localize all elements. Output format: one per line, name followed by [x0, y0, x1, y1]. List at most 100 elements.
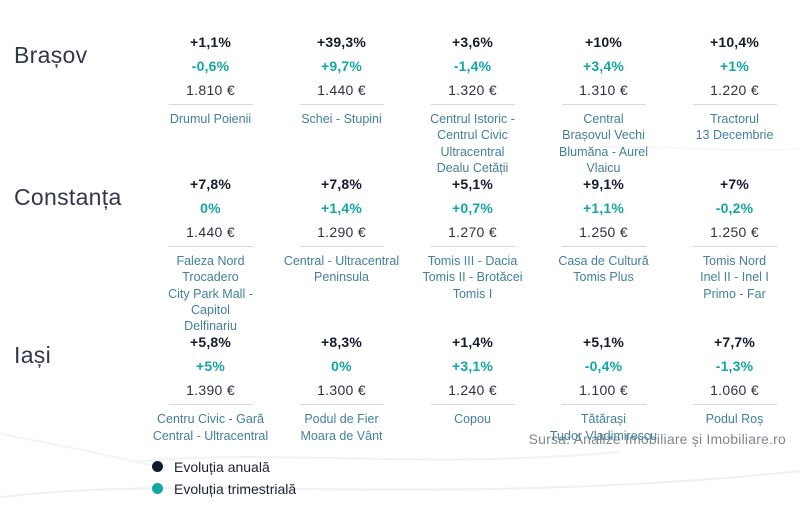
- price-per-sqm: 1.310 €: [579, 82, 628, 98]
- city-row-iasi: Iași +5,8% +5% 1.390 € Centru Civic - Ga…: [0, 334, 800, 444]
- city-label: Iași: [14, 342, 51, 369]
- divider: [299, 104, 384, 105]
- divider: [692, 104, 777, 105]
- quarterly-change: +3,4%: [582, 58, 625, 74]
- zone-names: Central - Ultracentral Peninsula: [283, 254, 400, 285]
- quarterly-change: -1,3%: [715, 358, 754, 375]
- price-per-sqm: 1.060 €: [710, 382, 759, 399]
- price-per-sqm: 1.440 €: [186, 224, 235, 240]
- zone-names: Schei - Stupini: [301, 112, 382, 126]
- zone-cell: +1,4% +3,1% 1.240 € Copou: [407, 334, 538, 427]
- zone-names: Tătărași Tudor Vladimirescu: [549, 412, 658, 443]
- city-row-constanta: Constanța +7,8% 0% 1.440 € Faleza Nord T…: [0, 176, 800, 334]
- divider: [430, 104, 515, 105]
- zone-names: Tomis Nord Inel II - Inel I Primo - Far: [700, 254, 769, 301]
- quarterly-change: 0%: [200, 200, 221, 216]
- annual-change: +7,8%: [320, 176, 363, 192]
- divider: [299, 246, 384, 247]
- quarterly-dot-icon: [152, 483, 163, 495]
- zone-cell: +10% +3,4% 1.310 € Central Brașovul Vech…: [538, 34, 669, 176]
- divider: [430, 246, 515, 247]
- zone-cell: +7,8% +1,4% 1.290 € Central - Ultracentr…: [276, 176, 407, 286]
- quarterly-change: +5%: [195, 358, 225, 375]
- zone-cell: +5,8% +5% 1.390 € Centru Civic - Gară Ce…: [145, 334, 276, 444]
- annual-change: +5,8%: [189, 334, 232, 351]
- city-label: Constanța: [14, 184, 122, 210]
- quarterly-change: -0,2%: [715, 200, 754, 216]
- quarterly-change: +1,4%: [320, 200, 363, 216]
- quarterly-change: +3,1%: [451, 358, 494, 375]
- price-per-sqm: 1.240 €: [448, 382, 497, 399]
- divider: [692, 246, 777, 247]
- annual-change: +7%: [719, 176, 749, 192]
- annual-change: +7,8%: [189, 176, 232, 192]
- quarterly-change: +1,1%: [582, 200, 625, 216]
- legend-label-quarterly: Evoluția trimestrială: [174, 480, 297, 497]
- zone-names: Centrul Istoric - Centrul Civic Ultracen…: [430, 112, 515, 175]
- zone-names: Casa de Cultură Tomis Plus: [558, 254, 649, 285]
- zone-names: Podul Roș: [705, 412, 764, 427]
- zone-names: Central Brașovul Vechi Blumăna - Aurel V…: [559, 112, 648, 175]
- price-per-sqm: 1.270 €: [448, 224, 497, 240]
- zone-cell: +10,4% +1% 1.220 € Tractorul 13 Decembri…: [669, 34, 800, 144]
- divider: [168, 246, 253, 247]
- annual-change: +5,1%: [582, 334, 625, 351]
- annual-dot-icon: [152, 461, 163, 473]
- price-evolution-infographic: Brașov +1,1% -0,6% 1.810 € Drumul Poieni…: [0, 34, 800, 497]
- annual-change: +1,4%: [451, 334, 494, 351]
- quarterly-change: +0,7%: [451, 200, 494, 216]
- annual-change: +3,6%: [451, 34, 494, 50]
- legend-item-quarterly: Evoluția trimestrială: [152, 481, 800, 497]
- city-label: Brașov: [14, 42, 88, 68]
- zone-cell: +5,1% +0,7% 1.270 € Tomis III - Dacia To…: [407, 176, 538, 302]
- price-per-sqm: 1.300 €: [317, 382, 366, 399]
- zone-cell: +1,1% -0,6% 1.810 € Drumul Poienii: [145, 34, 276, 127]
- annual-change: +10,4%: [709, 34, 760, 50]
- price-per-sqm: 1.440 €: [317, 82, 366, 98]
- price-per-sqm: 1.250 €: [710, 224, 759, 240]
- zone-cell: +7,7% -1,3% 1.060 € Podul Roș: [669, 334, 800, 427]
- price-per-sqm: 1.100 €: [579, 382, 628, 399]
- quarterly-change: -0,6%: [191, 58, 230, 74]
- divider: [168, 404, 253, 406]
- price-per-sqm: 1.320 €: [448, 82, 497, 98]
- annual-change: +1,1%: [189, 34, 232, 50]
- quarterly-change: +9,7%: [320, 58, 363, 74]
- zone-names: Faleza Nord Trocadero City Park Mall - C…: [168, 254, 253, 333]
- zone-names: Tomis III - Dacia Tomis II - Brotăcei To…: [422, 254, 523, 301]
- annual-change: +10%: [585, 34, 622, 50]
- divider: [561, 246, 646, 247]
- zone-names: Podul de Fier Moara de Vânt: [300, 412, 383, 443]
- quarterly-change: 0%: [331, 358, 352, 375]
- price-per-sqm: 1.390 €: [186, 382, 235, 399]
- annual-change: +9,1%: [582, 176, 625, 192]
- price-per-sqm: 1.290 €: [317, 224, 366, 240]
- divider: [168, 104, 253, 105]
- quarterly-change: -1,4%: [453, 58, 492, 74]
- zone-cell: +5,1% -0,4% 1.100 € Tătărași Tudor Vladi…: [538, 334, 669, 444]
- city-row-brasov: Brașov +1,1% -0,6% 1.810 € Drumul Poieni…: [0, 34, 800, 176]
- zone-cell: +8,3% 0% 1.300 € Podul de Fier Moara de …: [276, 334, 407, 444]
- divider: [430, 404, 515, 406]
- zone-cell: +7% -0,2% 1.250 € Tomis Nord Inel II - I…: [669, 176, 800, 302]
- price-per-sqm: 1.220 €: [710, 82, 759, 98]
- source-attribution: Sursa: Analize Imobiliare și Imobiliare.…: [528, 431, 786, 447]
- annual-change: +8,3%: [320, 334, 363, 351]
- annual-change: +5,1%: [451, 176, 494, 192]
- zone-names: Copou: [454, 412, 491, 427]
- price-per-sqm: 1.810 €: [186, 82, 235, 98]
- zone-cell: +39,3% +9,7% 1.440 € Schei - Stupini: [276, 34, 407, 127]
- quarterly-change: +1%: [719, 58, 749, 74]
- zone-cell: +3,6% -1,4% 1.320 € Centrul Istoric - Ce…: [407, 34, 538, 176]
- legend-label-annual: Evoluția anuală: [174, 458, 270, 475]
- zone-cell: +9,1% +1,1% 1.250 € Casa de Cultură Tomi…: [538, 176, 669, 286]
- annual-change: +39,3%: [316, 34, 367, 50]
- price-per-sqm: 1.250 €: [579, 224, 628, 240]
- zone-names: Tractorul 13 Decembrie: [695, 112, 774, 143]
- quarterly-change: -0,4%: [584, 358, 623, 375]
- divider: [299, 404, 384, 406]
- divider: [561, 404, 646, 406]
- zone-cell: +7,8% 0% 1.440 € Faleza Nord Trocadero C…: [145, 176, 276, 334]
- legend: Evoluția anuală Evoluția trimestrială: [152, 459, 800, 497]
- zone-names: Drumul Poienii: [169, 112, 252, 126]
